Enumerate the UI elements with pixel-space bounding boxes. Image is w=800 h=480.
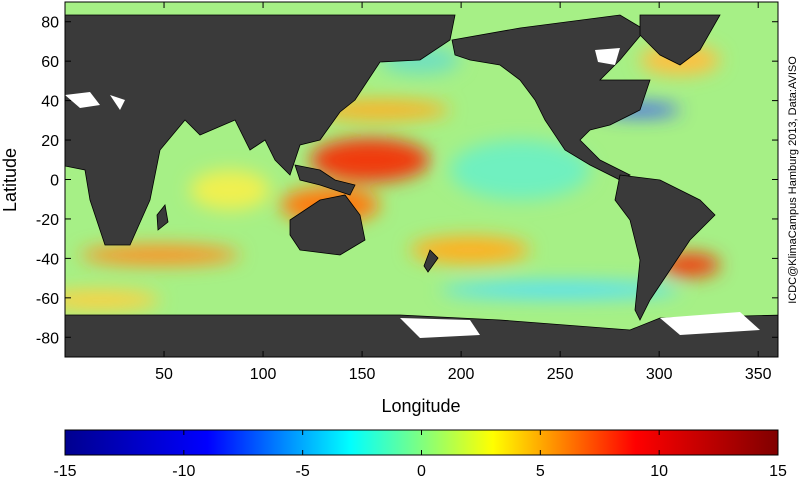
colorbar-tick-label: 0: [417, 463, 426, 480]
x-tick-label: 250: [547, 366, 574, 383]
hudson-bay: [595, 48, 620, 65]
y-tick-label: 40: [41, 94, 59, 111]
colorbar-tick-label: -10: [172, 463, 195, 480]
x-axis-label: Longitude: [381, 396, 460, 416]
credit: ICDC@KlimaCampus Hamburg 2013, Data:AVIS…: [787, 56, 799, 304]
madagascar: [156, 204, 169, 231]
x-tick-label: 100: [250, 366, 277, 383]
y-tick-label: 80: [41, 15, 59, 32]
new-zealand: [423, 249, 439, 273]
y-tick-label: 0: [50, 173, 59, 190]
x-tick-label: 350: [745, 366, 772, 383]
inland-sea: [65, 92, 125, 110]
australia: [289, 194, 366, 256]
x-tick-label: 150: [349, 366, 376, 383]
x-tick-label: 200: [448, 366, 475, 383]
south-america: [614, 174, 716, 321]
ice-shelf: [400, 312, 760, 338]
maritime-continent: [294, 164, 356, 196]
x-tick-label: 300: [646, 366, 673, 383]
y-tick-label: -20: [36, 212, 59, 229]
y-tick-label: 60: [41, 54, 59, 71]
y-tick-label: 20: [41, 133, 59, 150]
anomaly-pattern: [65, 45, 720, 310]
eurasia-africa: [65, 14, 456, 246]
y-axis-label: Latitude: [0, 148, 20, 212]
colorbar-tick-label: 10: [650, 463, 668, 480]
y-tick-label: -60: [36, 291, 59, 308]
greenland: [639, 14, 721, 66]
colorbar-tick-label: 5: [536, 463, 545, 480]
x-tick-label: 50: [155, 366, 173, 383]
map-field: [65, 2, 778, 357]
colorbar-tick-label: 15: [769, 463, 787, 480]
colorbar-tick-label: -5: [296, 463, 310, 480]
y-tick-label: -40: [36, 251, 59, 268]
y-tick-label: -80: [36, 330, 59, 347]
colorbar-tick-label: -15: [53, 463, 76, 480]
